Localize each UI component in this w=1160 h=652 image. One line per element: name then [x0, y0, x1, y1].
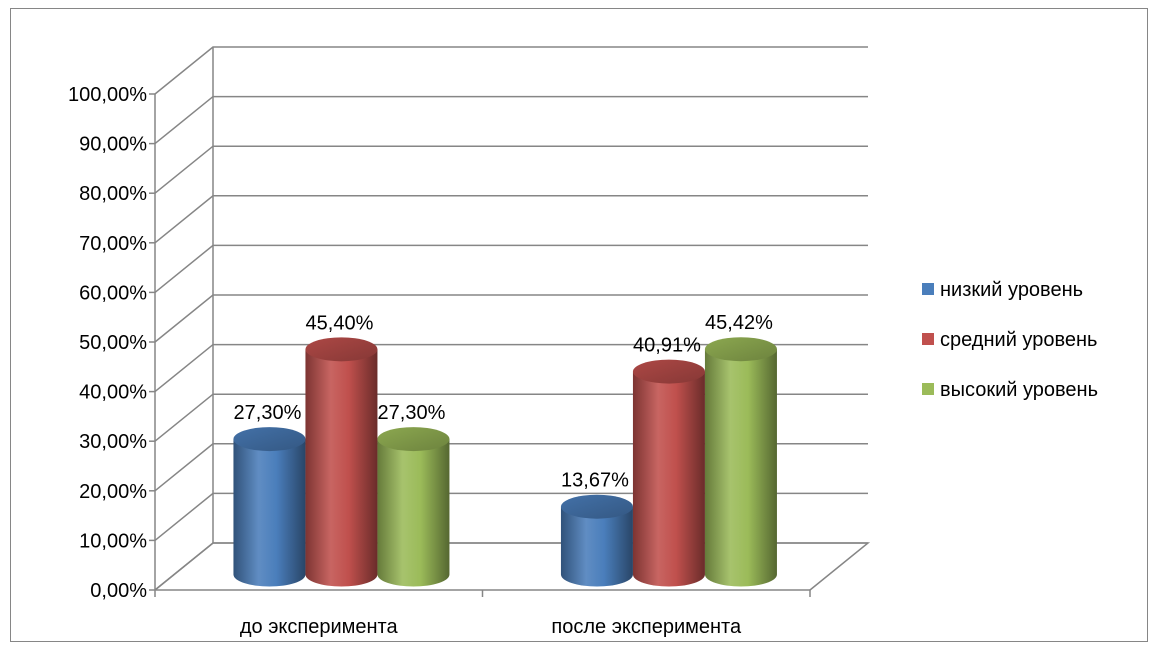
bars [233, 337, 777, 587]
gridline [154, 343, 868, 393]
y-tick-label: 50,00% [79, 332, 147, 354]
gridline [154, 195, 868, 244]
y-tick-label: 30,00% [79, 431, 147, 453]
data-label: 13,67% [561, 470, 629, 492]
x-axis: до эксперимента после эксперимента [154, 94, 811, 638]
legend: низкий уровень средний уровень высокий уро… [922, 279, 1098, 401]
bar [233, 427, 306, 587]
y-tick-label: 80,00% [79, 183, 147, 205]
legend-swatch [922, 283, 934, 295]
legend-label: средний уровень [940, 329, 1097, 351]
y-tick-label: 70,00% [79, 233, 147, 255]
legend-label: низкий уровень [940, 279, 1083, 301]
bar-top [560, 494, 633, 519]
bar-body [560, 506, 633, 587]
legend-label: высокий уровень [940, 379, 1098, 401]
bar-top [233, 427, 306, 452]
gridline [154, 294, 868, 343]
y-tick-label: 0,00% [90, 580, 147, 602]
bar-top [632, 359, 705, 384]
data-label: 45,40% [306, 312, 374, 334]
gridline [154, 244, 868, 293]
bar-top [377, 427, 450, 452]
gridline [154, 145, 868, 194]
legend-swatch [922, 333, 934, 345]
data-label: 40,91% [633, 335, 701, 357]
bar-body [377, 439, 450, 587]
bar [377, 427, 450, 587]
legend-swatch [922, 383, 934, 395]
bar [632, 359, 705, 587]
x-category-label: до эксперимента [240, 616, 399, 638]
y-tick-label: 10,00% [79, 530, 147, 552]
data-label: 27,30% [378, 402, 446, 424]
x-category-label: после эксперимента [551, 616, 742, 638]
bar [704, 337, 777, 587]
bar-body [233, 439, 306, 587]
y-tick-label: 100,00% [68, 84, 147, 106]
bar [305, 337, 378, 587]
y-tick-label: 20,00% [79, 481, 147, 503]
bar-top [704, 337, 777, 362]
y-tick-label: 60,00% [79, 282, 147, 304]
y-tick-label: 40,00% [79, 382, 147, 404]
bar-body [704, 349, 777, 587]
y-tick-label: 90,00% [79, 134, 147, 156]
data-label: 27,30% [234, 402, 302, 424]
y-axis-ticks: 0,00% 10,00% 20,00% 30,00% 40,00% 50,00% 60,00… [68, 84, 155, 602]
data-labels: 27,30% 45,40% 27,30% 13,67% 40,91%45,42% [234, 312, 774, 491]
bar-body [305, 349, 378, 587]
gridline [154, 46, 868, 95]
bar-body [632, 371, 705, 587]
data-label: 45,42% [705, 312, 773, 334]
bar [560, 494, 633, 587]
gridline [154, 95, 868, 145]
bar-top [305, 337, 378, 362]
